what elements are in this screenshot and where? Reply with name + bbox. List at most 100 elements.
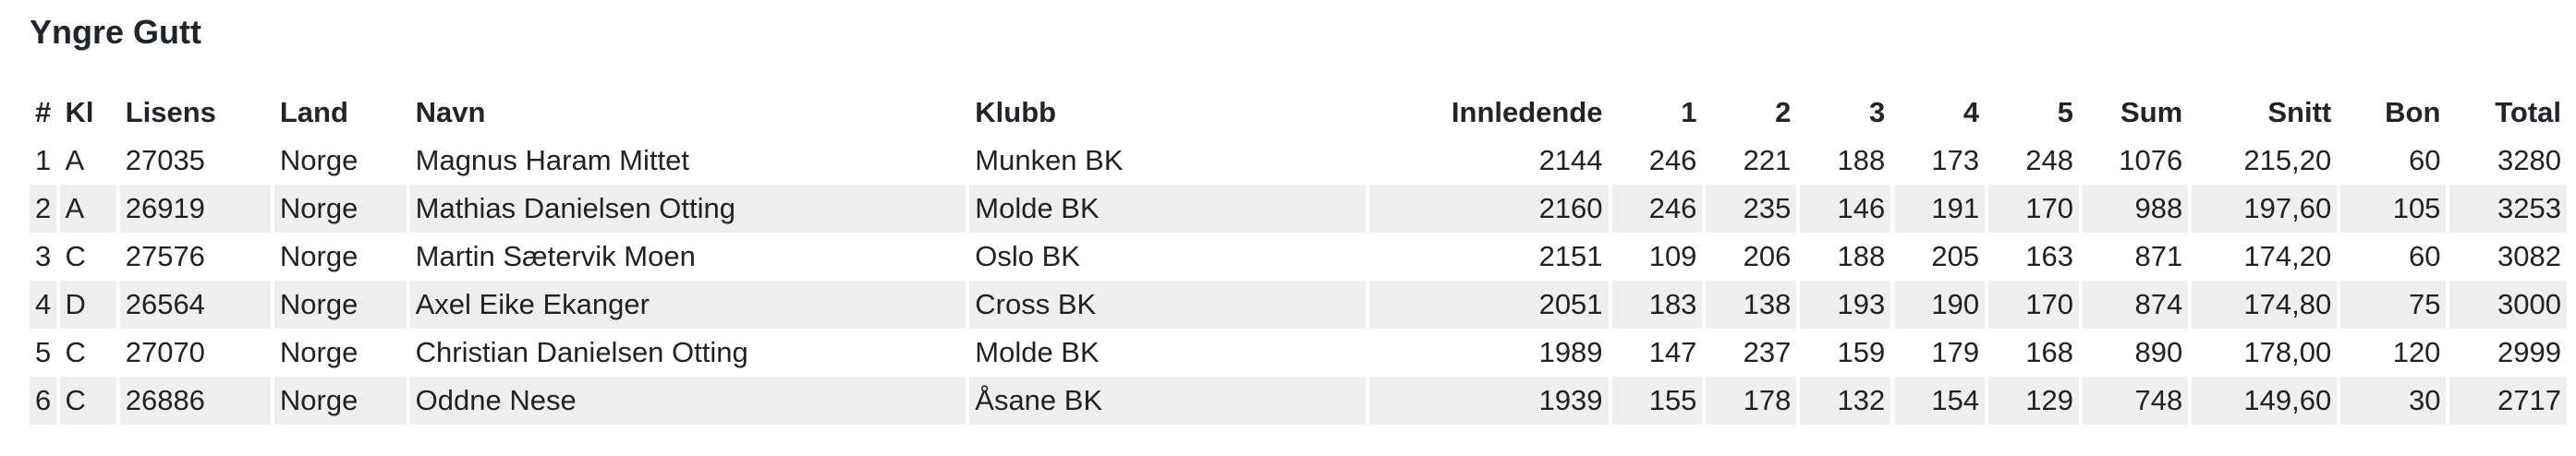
- cell-average: 215,20: [2243, 144, 2332, 176]
- column-header-game-4: 4: [1962, 96, 1980, 128]
- cell-game-3: 146: [1800, 185, 1891, 233]
- cell-game-1: 246: [1611, 185, 1703, 233]
- cell-game-3: 132: [1800, 377, 1891, 425]
- cell-rank: 3: [35, 240, 52, 272]
- cell-name: Magnus Haram Mittet: [415, 144, 689, 176]
- cell-game-2: 206: [1743, 240, 1792, 272]
- cell-class: A: [65, 144, 85, 176]
- table-row: 1 A 27035 Norge Magnus Haram Mittet Munken BK…: [30, 137, 2567, 185]
- cell-game-3: 159: [1837, 336, 1886, 368]
- cell-game-2: 138: [1706, 281, 1797, 329]
- cell-sum: 890: [2134, 336, 2183, 368]
- cell-average: 178,00: [2243, 336, 2332, 368]
- cell-club: Åsane BK: [969, 377, 1366, 425]
- cell-country: Norge: [273, 185, 407, 233]
- page-title: Yngre Gutt: [30, 13, 201, 51]
- cell-class: A: [59, 185, 116, 233]
- cell-rank: 2: [30, 185, 56, 233]
- table-row: 3 C 27576 Norge Martin Sætervik Moen Oslo BK 2…: [30, 233, 2567, 281]
- cell-license: 27576: [125, 240, 205, 272]
- cell-sum: 988: [2083, 185, 2189, 233]
- cell-total: 2999: [2497, 336, 2561, 368]
- cell-name: Christian Danielsen Otting: [415, 336, 748, 368]
- cell-game-1: 109: [1648, 240, 1697, 272]
- cell-total: 2717: [2449, 377, 2567, 425]
- cell-total: 3280: [2497, 144, 2561, 176]
- cell-game-1: 147: [1648, 336, 1697, 368]
- cell-game-2: 178: [1706, 377, 1797, 425]
- cell-qualifying: 2160: [1368, 185, 1609, 233]
- cell-game-4: 154: [1894, 377, 1986, 425]
- column-header-club: Klubb: [975, 96, 1057, 128]
- cell-sum: 1076: [2119, 144, 2183, 176]
- cell-game-4: 190: [1894, 281, 1986, 329]
- cell-game-5: 129: [1988, 377, 2079, 425]
- cell-bonus: 120: [2392, 336, 2441, 368]
- cell-name: Axel Eike Ekanger: [409, 281, 966, 329]
- cell-game-5: 168: [2025, 336, 2073, 368]
- cell-name: Mathias Danielsen Otting: [409, 185, 966, 233]
- cell-game-4: 179: [1931, 336, 1980, 368]
- cell-total: 3082: [2497, 240, 2561, 272]
- column-header-bonus: Bon: [2385, 96, 2441, 128]
- cell-game-2: 221: [1743, 144, 1792, 176]
- cell-license: 27070: [125, 336, 205, 368]
- cell-license: 26886: [119, 377, 271, 425]
- cell-rank: 4: [30, 281, 56, 329]
- cell-game-4: 173: [1931, 144, 1980, 176]
- cell-average: 149,60: [2192, 377, 2338, 425]
- cell-game-5: 170: [1988, 281, 2079, 329]
- cell-game-5: 170: [1988, 185, 2079, 233]
- cell-country: Norge: [273, 377, 407, 425]
- column-header-rank: #: [35, 96, 52, 128]
- cell-average: 197,60: [2192, 185, 2338, 233]
- cell-game-5: 248: [2025, 144, 2073, 176]
- cell-sum: 874: [2083, 281, 2189, 329]
- cell-qualifying: 2151: [1538, 240, 1603, 272]
- cell-game-3: 188: [1837, 144, 1886, 176]
- cell-club: Oslo BK: [975, 240, 1080, 272]
- cell-qualifying: 2144: [1538, 144, 1603, 176]
- column-header-total: Total: [2495, 96, 2561, 128]
- cell-club: Molde BK: [969, 185, 1366, 233]
- column-header-name: Navn: [415, 96, 486, 128]
- cell-rank: 6: [30, 377, 56, 425]
- cell-qualifying: 2051: [1368, 281, 1609, 329]
- cell-club: Munken BK: [975, 144, 1124, 176]
- table-row: 5 C 27070 Norge Christian Danielsen Otting Mo…: [30, 329, 2567, 377]
- cell-country: Norge: [279, 336, 358, 368]
- table-row: 4 D 26564 Norge Axel Eike Ekanger Cross BK 205…: [30, 281, 2567, 329]
- cell-game-1: 155: [1611, 377, 1703, 425]
- cell-class: C: [65, 336, 86, 368]
- cell-country: Norge: [273, 281, 407, 329]
- cell-country: Norge: [279, 240, 358, 272]
- cell-rank: 5: [35, 336, 52, 368]
- cell-rank: 1: [35, 144, 52, 176]
- cell-club: Cross BK: [969, 281, 1366, 329]
- cell-bonus: 105: [2340, 185, 2447, 233]
- cell-sum: 748: [2083, 377, 2189, 425]
- cell-average: 174,80: [2192, 281, 2338, 329]
- cell-game-4: 205: [1931, 240, 1980, 272]
- cell-total: 3253: [2449, 185, 2567, 233]
- cell-bonus: 75: [2340, 281, 2447, 329]
- cell-game-1: 246: [1648, 144, 1697, 176]
- cell-bonus: 60: [2408, 144, 2441, 176]
- cell-sum: 871: [2134, 240, 2183, 272]
- cell-average: 174,20: [2243, 240, 2332, 272]
- column-header-license: Lisens: [125, 96, 216, 128]
- cell-qualifying: 1939: [1368, 377, 1609, 425]
- cell-total: 3000: [2449, 281, 2567, 329]
- column-header-country: Land: [279, 96, 348, 128]
- column-header-game-5: 5: [2057, 96, 2073, 128]
- column-header-game-3: 3: [1868, 96, 1886, 128]
- cell-game-2: 235: [1706, 185, 1797, 233]
- cell-license: 26564: [119, 281, 271, 329]
- column-header-average: Snitt: [2267, 96, 2332, 128]
- column-header-class: Kl: [65, 96, 94, 128]
- cell-class: C: [59, 377, 116, 425]
- cell-bonus: 60: [2408, 240, 2441, 272]
- cell-game-5: 163: [2025, 240, 2073, 272]
- column-header-sum: Sum: [2120, 96, 2183, 128]
